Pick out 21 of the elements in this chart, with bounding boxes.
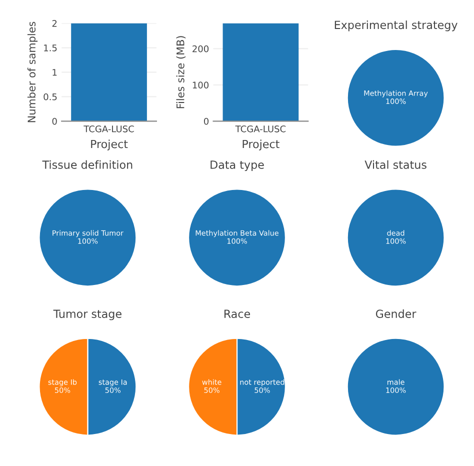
y-tick-label: 1.5 [44, 44, 57, 52]
x-axis-title: Project [242, 140, 280, 150]
chart-title: Tissue definition [42, 160, 132, 169]
y-tick-label: 0.5 [44, 93, 57, 100]
y-tick-label: 0 [52, 118, 57, 125]
y-axis-title: Number of samples [27, 22, 38, 122]
chart-title: Gender [376, 309, 416, 318]
chart-title: Vital status [364, 160, 426, 169]
chart-title: Race [224, 310, 250, 318]
y-axis-title: Files size (MB) [176, 36, 186, 108]
y-tick-label: 200 [192, 45, 209, 52]
chart-title: Experimental strategy [334, 20, 458, 32]
x-tick-label: TCGA-LUSC [235, 125, 286, 132]
y-tick-label: 2 [52, 20, 57, 27]
x-axis-title: Project [91, 140, 128, 150]
chart-title: Tumor stage [53, 310, 122, 320]
x-tick-label: TCGA-LUSC [84, 125, 134, 132]
y-tick-label: 100 [192, 82, 209, 88]
chart-title: Data type [210, 160, 264, 172]
y-tick-label: 0 [204, 118, 209, 125]
y-tick-label: 1 [52, 69, 57, 76]
